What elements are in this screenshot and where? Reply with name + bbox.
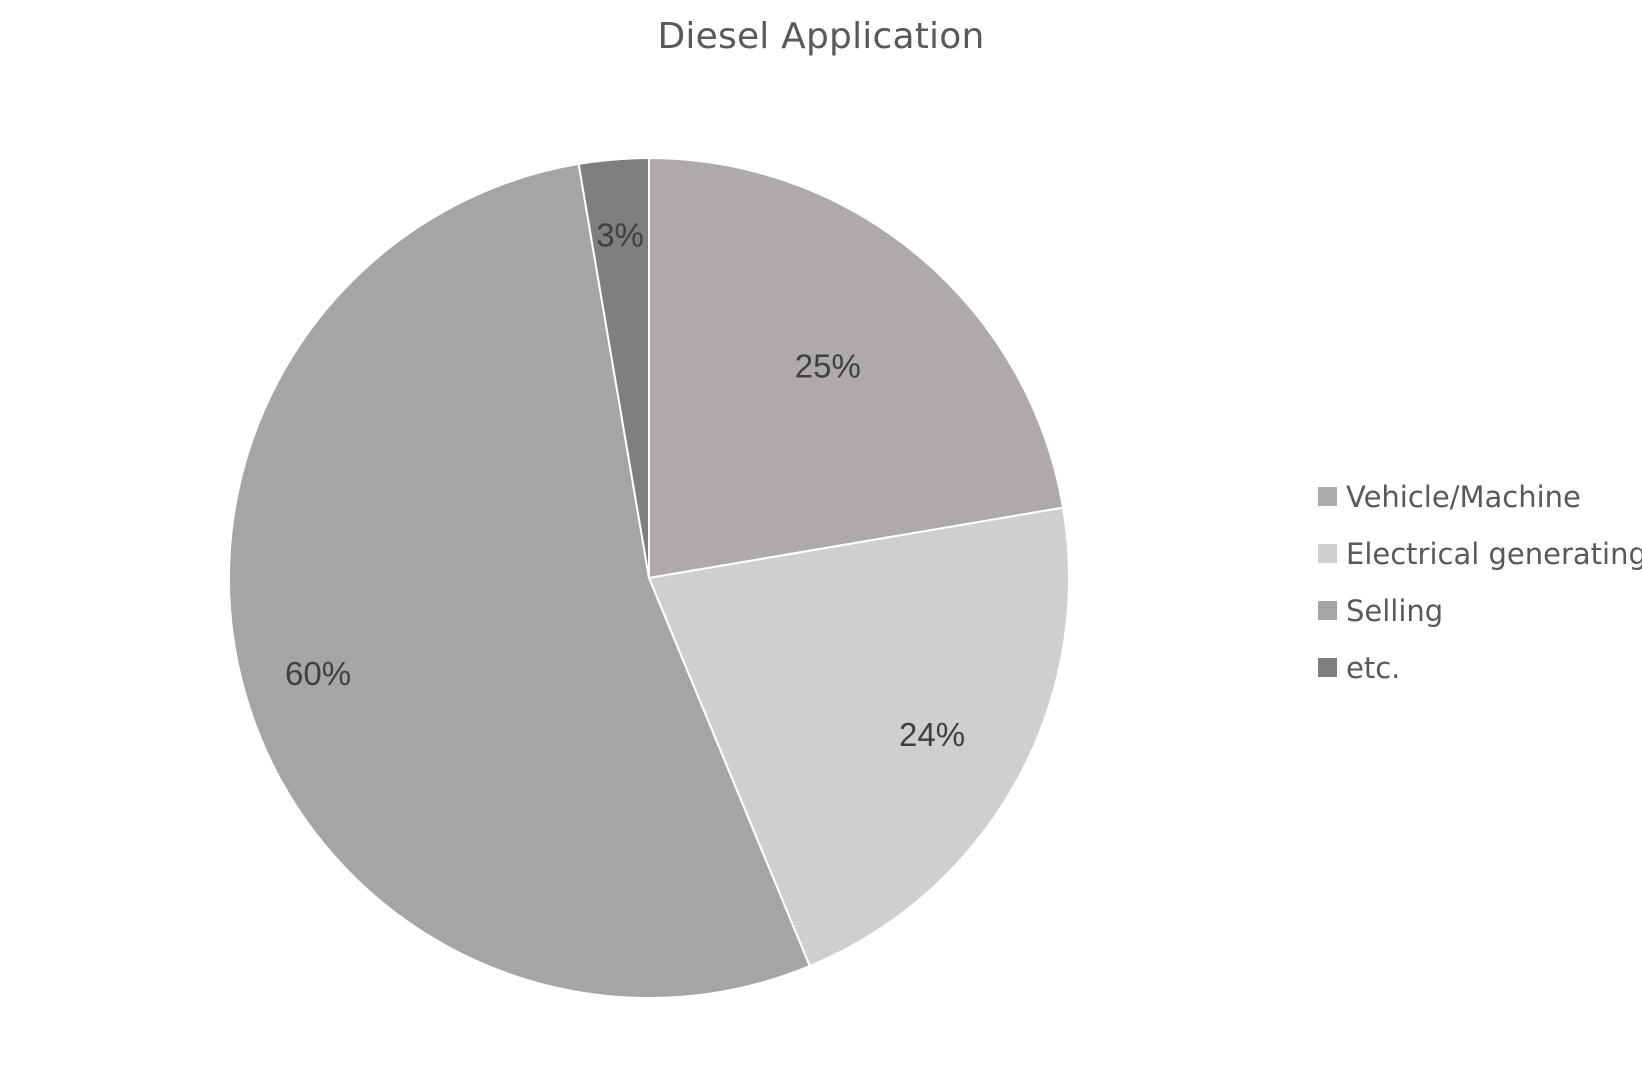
- legend-label: Vehicle/Machine: [1346, 479, 1581, 514]
- legend-swatch: [1318, 658, 1337, 677]
- pie-slice-vehicle-machine: [648, 156, 1065, 580]
- legend-swatch: [1318, 601, 1337, 620]
- data-label-vehicle-machine: 25%: [795, 348, 861, 385]
- legend-item: Vehicle/Machine: [1318, 468, 1642, 525]
- pie-slice-etc: [577, 156, 650, 579]
- legend-item: etc.: [1318, 639, 1642, 696]
- legend-item: Selling: [1318, 582, 1642, 639]
- legend-swatch: [1318, 544, 1337, 563]
- data-label-electrical-generating: 24%: [899, 716, 965, 753]
- legend-label: etc.: [1346, 650, 1401, 685]
- legend-item: Electrical generating: [1318, 525, 1642, 582]
- legend-label: Electrical generating: [1346, 536, 1642, 571]
- data-label-etc: 3%: [596, 216, 644, 253]
- legend-label: Selling: [1346, 593, 1444, 628]
- legend-swatch: [1318, 487, 1337, 506]
- chart-title: Diesel Application: [657, 16, 985, 57]
- data-label-selling: 60%: [285, 655, 351, 692]
- pie-slice-electrical-generating: [647, 506, 1070, 968]
- legend: Vehicle/Machine Electrical generating Sell…: [1318, 468, 1642, 696]
- pie-slice-selling: [228, 162, 812, 999]
